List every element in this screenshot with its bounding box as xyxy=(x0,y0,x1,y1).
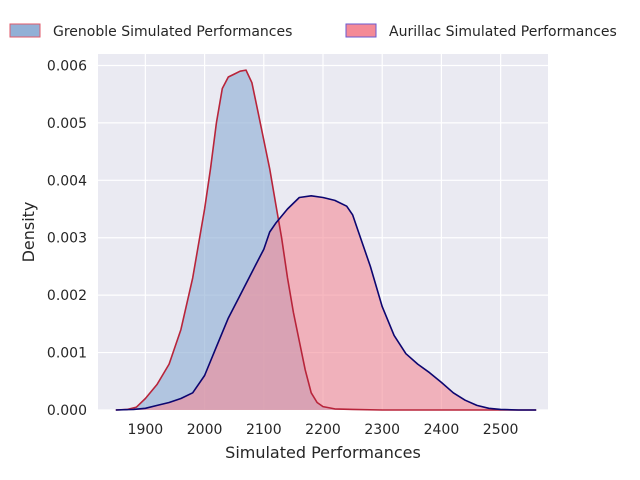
y-tick-label-4: 0.004 xyxy=(47,173,87,189)
x-axis-label: Simulated Performances xyxy=(225,443,421,462)
x-tick-label-5: 2400 xyxy=(424,422,460,438)
density-area-aurillac xyxy=(115,195,537,410)
y-tick-label-3: 0.003 xyxy=(47,231,87,247)
y-tick-label-5: 0.005 xyxy=(47,116,87,132)
y-tick-label-0: 0.000 xyxy=(47,403,87,419)
x-tick-label-6: 2500 xyxy=(483,422,519,438)
y-tick-label-1: 0.001 xyxy=(47,346,87,362)
x-tick-label-3: 2200 xyxy=(305,422,341,438)
legend-item-aurillac: Aurillac Simulated Performances xyxy=(345,23,617,40)
legend-label-grenoble: Grenoble Simulated Performances xyxy=(53,24,292,40)
legend: Grenoble Simulated Performances Aurillac… xyxy=(9,23,617,40)
density-line-aurillac xyxy=(115,195,537,411)
x-tick-label-0: 1900 xyxy=(128,422,164,438)
y-axis-ticks: 0.000 0.001 0.002 0.003 0.004 0.005 0.006 xyxy=(47,58,87,419)
y-tick-label-2: 0.002 xyxy=(47,288,87,304)
density-area-grenoble xyxy=(115,70,537,410)
y-axis-label: Density xyxy=(19,202,38,263)
x-tick-label-1: 2000 xyxy=(187,422,223,438)
legend-swatch-grenoble xyxy=(9,23,41,38)
x-tick-label-2: 2100 xyxy=(246,422,282,438)
legend-item-grenoble: Grenoble Simulated Performances xyxy=(9,23,292,40)
x-axis-ticks: 1900 2000 2100 2200 2300 2400 2500 xyxy=(128,422,519,438)
density-areas xyxy=(115,69,537,411)
density-line-grenoble xyxy=(115,69,537,411)
legend-label-aurillac: Aurillac Simulated Performances xyxy=(389,24,617,40)
x-tick-label-4: 2300 xyxy=(364,422,400,438)
y-tick-label-6: 0.006 xyxy=(47,58,87,74)
legend-swatch-aurillac xyxy=(345,23,377,38)
